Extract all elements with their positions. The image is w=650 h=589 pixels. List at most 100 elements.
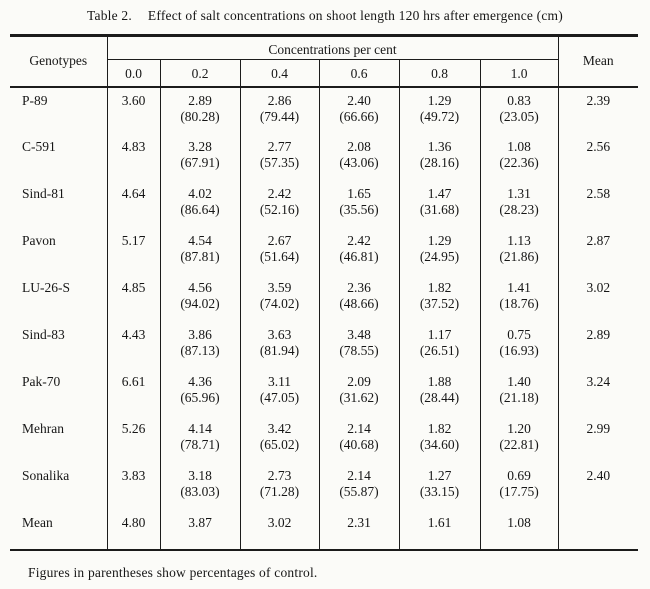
value-cell: 2.67 (51.64)	[239, 227, 319, 275]
cell-percentage: (26.51)	[419, 342, 460, 358]
cell-percentage	[108, 531, 160, 547]
genotype-cell: Sonalika	[22, 467, 70, 483]
cell-value: 0.69	[507, 467, 531, 483]
value-cell: 5.26	[106, 415, 160, 463]
cell-value: 3.83	[121, 467, 146, 483]
cell-value: 1.29	[427, 92, 452, 108]
cell-percentage: (81.94)	[259, 342, 300, 358]
cell-value: 2.67	[267, 232, 292, 248]
cell-percentage	[108, 155, 160, 171]
cell-value: 3.11	[267, 373, 292, 389]
cell-percentage: (23.05)	[499, 108, 539, 124]
table-row: Pavon 5.17 4.54 (87.81) 2.67 (51.64) 2.4…	[10, 227, 639, 275]
cell-value: 3.87	[188, 514, 212, 530]
value-cell: 3.48 (78.55)	[318, 321, 399, 369]
cell-percentage: (66.66)	[339, 108, 379, 124]
value-cell: 3.42 (65.02)	[239, 415, 319, 463]
cell-value: 5.17	[121, 232, 146, 248]
cell-value: 6.61	[121, 373, 146, 389]
cell-value: 2.40	[347, 92, 371, 108]
cell-percentage: (78.55)	[339, 342, 379, 358]
mean-cell: 2.58	[557, 180, 639, 228]
genotype-cell: Mean	[22, 514, 53, 530]
value-cell: 5.17	[106, 227, 160, 275]
genotype-cell: P-89	[22, 92, 48, 108]
cell-percentage: (49.72)	[419, 108, 460, 124]
column-header-concentration-0.4: 0.4	[239, 59, 319, 88]
cell-percentage: (21.86)	[499, 248, 539, 264]
cell-percentage: (87.13)	[180, 342, 220, 358]
cell-value: 2.42	[267, 185, 292, 201]
cell-percentage: (24.95)	[419, 248, 460, 264]
cell-percentage: (16.93)	[499, 342, 539, 358]
value-cell: 1.20 (22.81)	[479, 415, 559, 463]
table-row: Sind-81 4.64 4.02 (86.64) 2.42 (52.16) 1…	[10, 180, 639, 228]
cell-percentage: (65.02)	[259, 436, 300, 452]
mean-cell: 2.40	[557, 462, 639, 510]
value-cell: 3.60	[106, 86, 160, 134]
cell-percentage: (31.62)	[339, 389, 379, 405]
mean-cell: 2.56	[557, 133, 639, 181]
header-subrow: 0.0 0.2 0.4 0.6 0.8 1.0	[10, 59, 638, 88]
value-cell: 4.85	[106, 274, 160, 322]
cell-percentage	[108, 249, 160, 265]
value-cell: 1.47 (31.68)	[398, 180, 480, 228]
cell-value: 0.75	[507, 326, 531, 342]
cell-value: 1.31	[507, 185, 531, 201]
value-cell: 4.36 (65.96)	[159, 368, 240, 416]
cell-percentage: (48.66)	[339, 295, 379, 311]
cell-value: 4.64	[121, 185, 146, 201]
cell-value: 3.28	[188, 138, 212, 154]
value-cell: 1.36 (28.16)	[398, 133, 480, 181]
value-cell: 1.29 (24.95)	[398, 227, 480, 275]
cell-percentage: (37.52)	[419, 295, 460, 311]
table-row: C-591 4.83 3.28 (67.91) 2.77 (57.35) 2.0…	[10, 133, 639, 181]
footnote: Figures in parentheses show percentages …	[28, 564, 318, 580]
value-cell: 1.27 (33.15)	[398, 462, 480, 510]
cell-percentage: (31.68)	[419, 201, 460, 217]
genotype-cell: Pak-70	[22, 373, 61, 389]
value-cell: 0.69 (17.75)	[479, 462, 559, 510]
table-row-mean-summary: Mean 4.80 3.87 3.02 2.31 1.61 1.08	[10, 509, 639, 550]
column-header-concentration-1.0: 1.0	[479, 59, 559, 88]
cell-value: 2.77	[267, 138, 292, 154]
cell-percentage	[481, 531, 558, 547]
table-body: P-89 3.60 2.89 (80.28) 2.86 (79.44) 2.40…	[10, 86, 639, 550]
value-cell: 4.56 (94.02)	[159, 274, 240, 322]
cell-percentage: (83.03)	[180, 483, 220, 499]
cell-percentage	[108, 343, 160, 359]
cell-value: 2.08	[347, 138, 371, 154]
cell-percentage	[108, 202, 160, 218]
header-group-row: Genotypes Concentrations per cent Mean	[10, 35, 639, 88]
mean-cell: 2.99	[557, 415, 639, 463]
table-row: Pak-70 6.61 4.36 (65.96) 3.11 (47.05) 2.…	[10, 368, 639, 416]
table-row: Mehran 5.26 4.14 (78.71) 3.42 (65.02) 2.…	[10, 415, 639, 463]
value-cell: 0.83 (23.05)	[479, 86, 559, 134]
value-cell: 1.08	[479, 509, 559, 550]
mean-cell: 2.87	[557, 227, 639, 275]
cell-value: 1.08	[507, 514, 531, 530]
cell-percentage: (47.05)	[259, 389, 300, 405]
cell-value: 2.86	[267, 92, 292, 108]
value-cell: 3.63 (81.94)	[239, 321, 319, 369]
cell-percentage: (46.81)	[339, 248, 379, 264]
value-cell: 1.31 (28.23)	[479, 180, 559, 228]
cell-percentage: (35.56)	[339, 201, 379, 217]
table-row: LU-26-S 4.85 4.56 (94.02) 3.59 (74.02) 2…	[10, 274, 639, 322]
value-cell: 2.14 (40.68)	[318, 415, 399, 463]
value-cell: 1.82 (34.60)	[398, 415, 480, 463]
results-table: Genotypes Concentrations per cent Mean 0…	[10, 34, 639, 551]
value-cell: 2.31	[318, 509, 399, 550]
genotype-cell: LU-26-S	[22, 279, 70, 295]
cell-value: 2.09	[347, 373, 371, 389]
cell-value: 3.42	[267, 420, 292, 436]
value-cell: 0.75 (16.93)	[479, 321, 559, 369]
column-header-concentration-0.0: 0.0	[106, 59, 160, 88]
value-cell: 3.59 (74.02)	[239, 274, 319, 322]
cell-percentage: (33.15)	[419, 483, 460, 499]
value-cell: 3.02	[239, 509, 319, 550]
cell-percentage: (55.87)	[339, 483, 379, 499]
cell-value: 1.20	[507, 420, 531, 436]
cell-value: 1.08	[507, 138, 531, 154]
value-cell: 2.09 (31.62)	[318, 368, 399, 416]
